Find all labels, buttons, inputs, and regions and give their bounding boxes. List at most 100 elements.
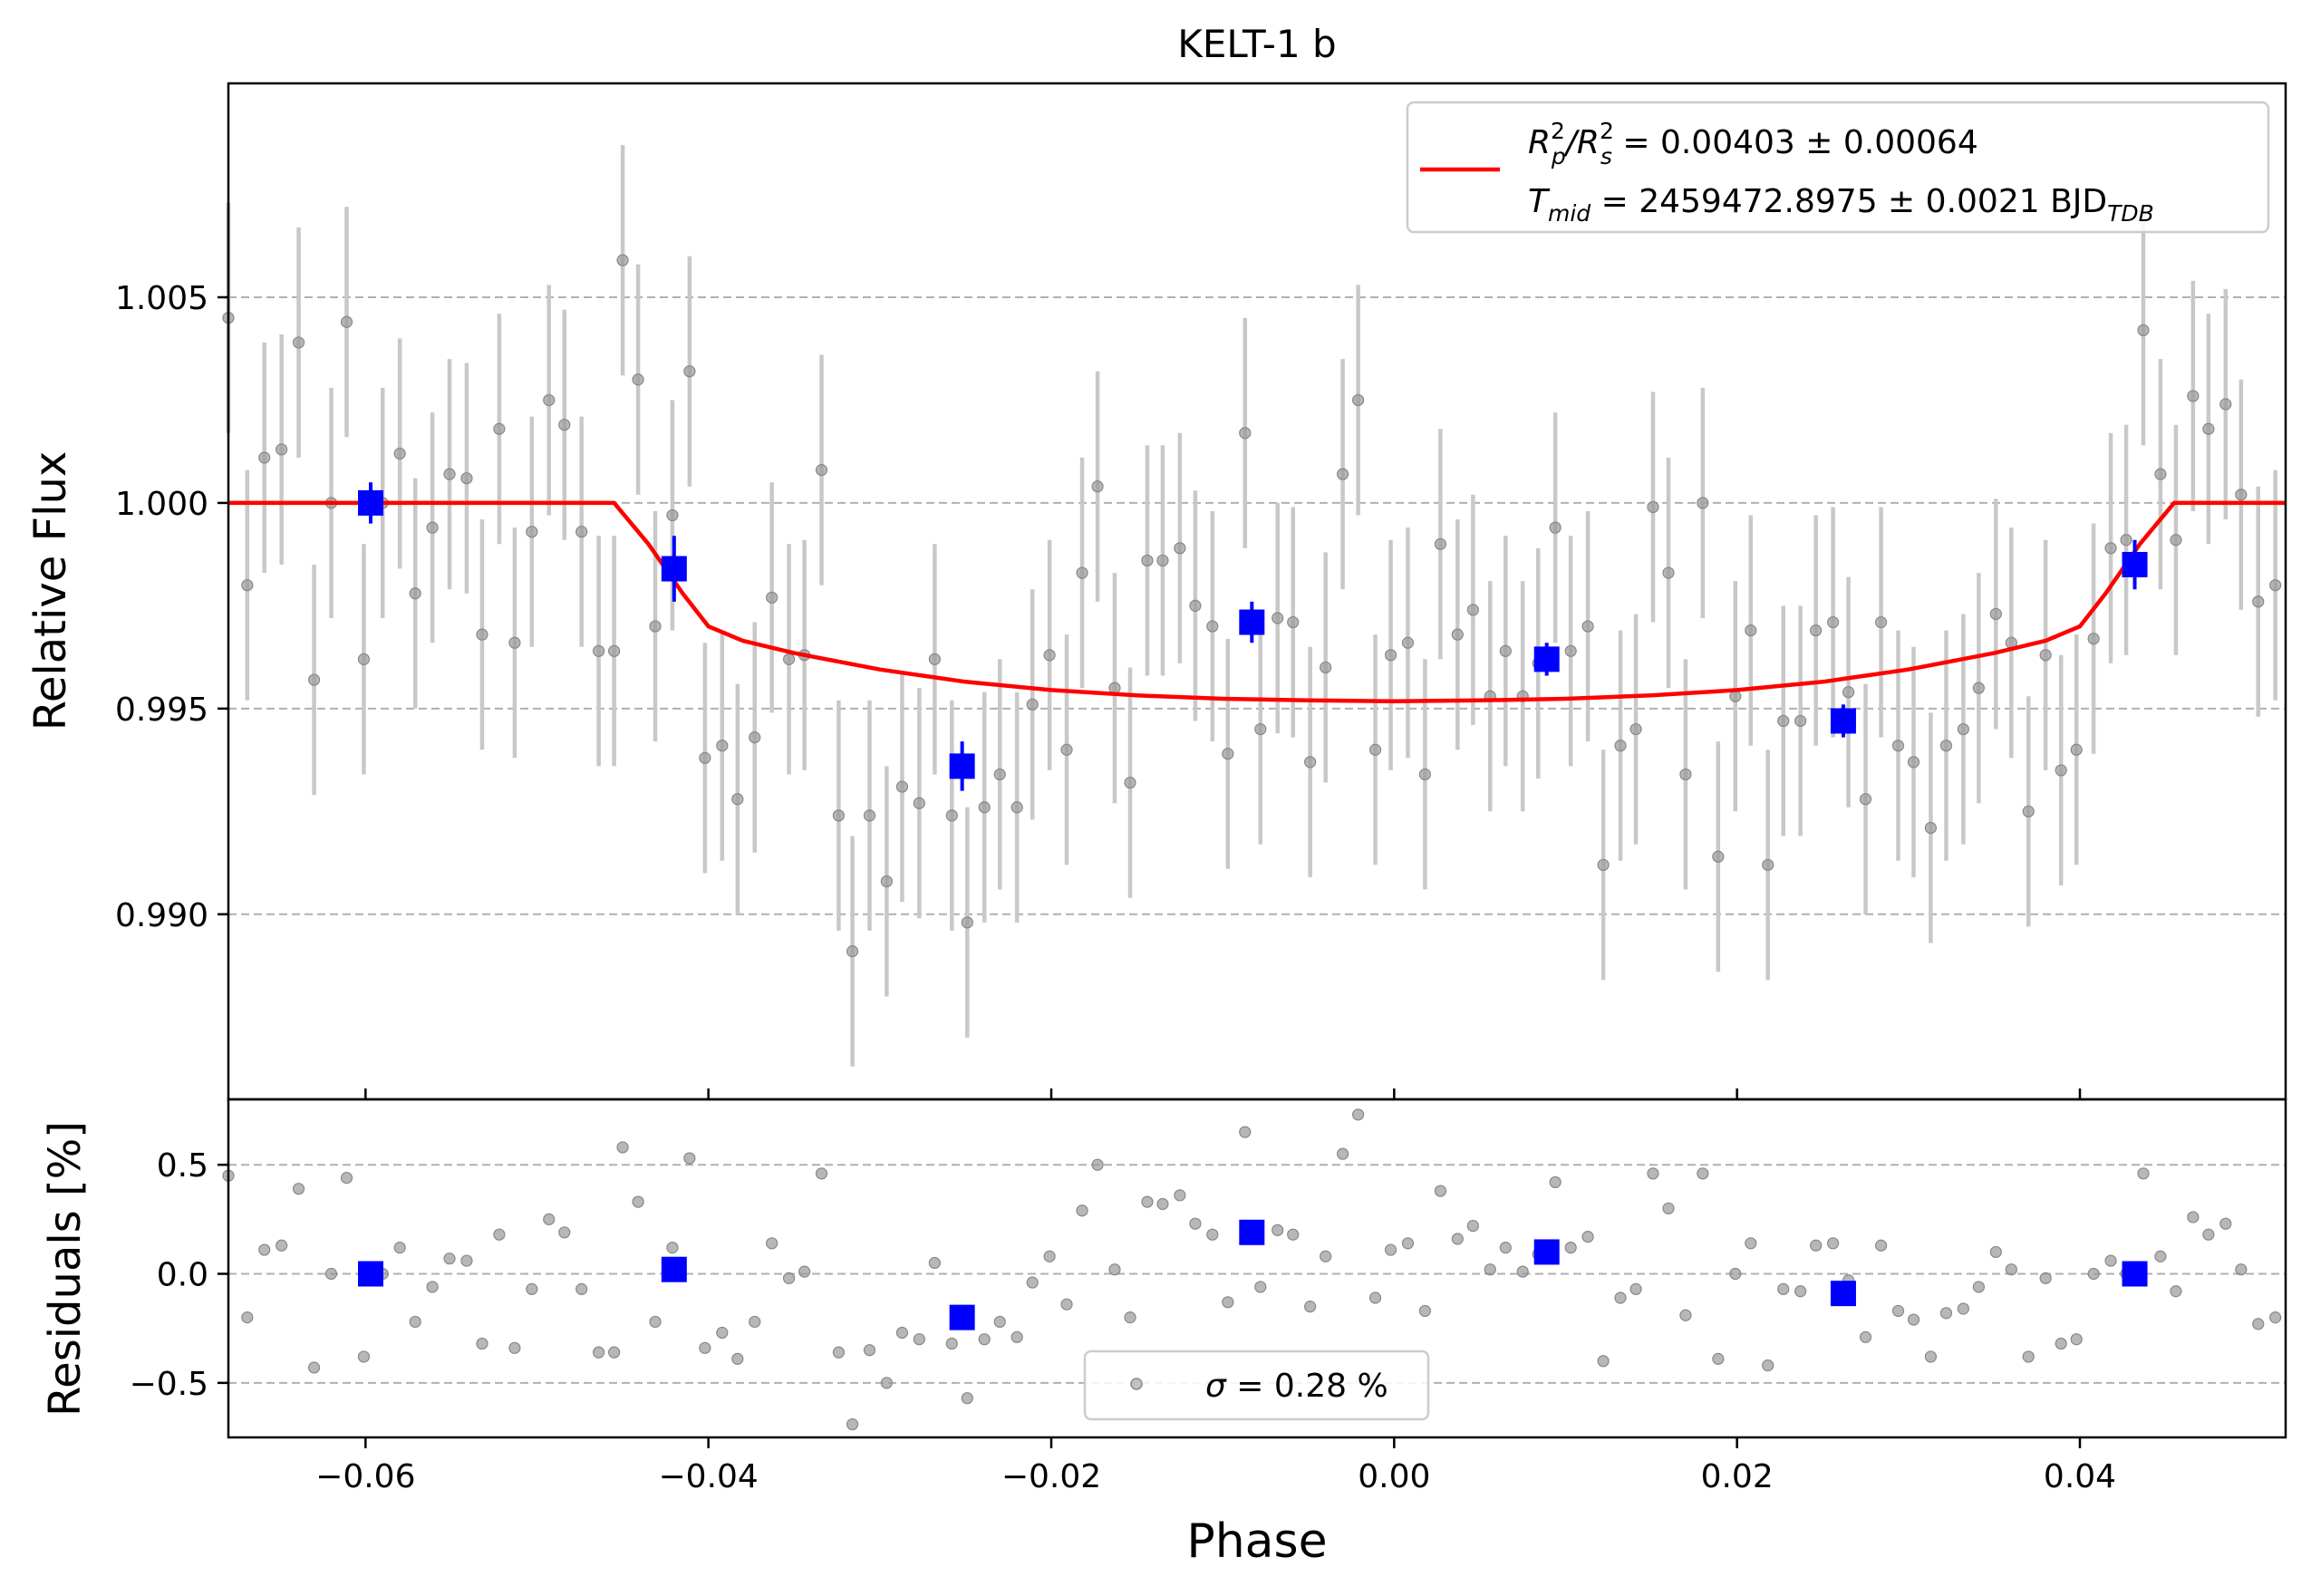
flux-raw-point	[683, 365, 696, 378]
xtick-label: −0.04	[659, 1458, 759, 1495]
flux-legend-depth: R2 p/R2 s = 0.00403 ± 0.00064	[1528, 118, 1978, 169]
xtick-label: 0.00	[1358, 1458, 1430, 1495]
flux-raw-point	[766, 591, 778, 604]
flux-raw-point	[1384, 649, 1397, 662]
flux-raw-point	[2269, 579, 2282, 592]
residuals-raw-point	[1810, 1239, 1823, 1252]
residuals-raw-point	[1647, 1167, 1659, 1180]
residuals-raw-point	[558, 1226, 571, 1239]
flux-raw-point	[1091, 480, 1104, 493]
residuals-raw-point	[357, 1350, 371, 1363]
flux-raw-point	[832, 809, 846, 822]
flux-raw-point	[543, 393, 556, 407]
flux-raw-point	[2022, 805, 2035, 817]
residuals-binned-points	[358, 1219, 2148, 1330]
x-axis-label: Phase	[1186, 1514, 1327, 1569]
flux-legend-box	[1406, 101, 2270, 234]
flux-raw-point	[2104, 542, 2117, 555]
residuals-raw-point	[1745, 1237, 1757, 1250]
residuals-raw-point	[1076, 1204, 1088, 1217]
residuals-raw-point	[895, 1326, 909, 1340]
flux-raw-point	[1141, 554, 1154, 567]
flux-raw-point	[357, 653, 371, 665]
flux-raw-point	[2039, 649, 2052, 662]
residuals-raw-point	[1629, 1282, 1642, 1295]
residuals-ytick-label: 0.5	[157, 1147, 208, 1185]
flux-raw-point	[1777, 714, 1790, 728]
residuals-raw-point	[409, 1315, 421, 1329]
legend-sub2: s	[1600, 143, 1612, 169]
flux-raw-point	[1874, 615, 1888, 629]
transit-model-line	[228, 500, 2286, 703]
residuals-binned-point	[358, 1261, 384, 1287]
residuals-raw-point	[1043, 1250, 1056, 1262]
residuals-raw-point	[961, 1392, 973, 1405]
residuals-raw-point	[241, 1311, 254, 1324]
flux-raw-point	[476, 628, 488, 641]
residuals-raw-point	[2104, 1254, 2117, 1267]
flux-raw-point	[1891, 740, 1905, 752]
chart-title: KELT-1 b	[1177, 22, 1336, 66]
flux-raw-point	[895, 780, 909, 793]
flux-raw-point	[928, 653, 941, 665]
residuals-raw-point	[1679, 1309, 1692, 1321]
residuals-raw-point	[443, 1253, 456, 1265]
flux-raw-point	[666, 508, 679, 522]
legend-sup1: 2	[1551, 118, 1565, 144]
flux-raw-point	[1957, 722, 1969, 736]
flux-raw-point	[443, 468, 456, 480]
residuals-raw-point	[1368, 1291, 1382, 1304]
flux-raw-point	[993, 768, 1006, 781]
flux-raw-point	[460, 472, 473, 485]
legend-sub1: p	[1551, 143, 1566, 169]
residuals-raw-point	[1272, 1224, 1284, 1236]
residuals-raw-point	[307, 1361, 321, 1374]
legend-tdb-sub: TDB	[2107, 200, 2154, 227]
residuals-raw-point	[993, 1315, 1006, 1329]
residuals-raw-point	[1597, 1355, 1610, 1368]
flux-raw-point	[945, 809, 958, 822]
residuals-raw-point	[1939, 1307, 1953, 1320]
residuals-raw-point	[543, 1213, 556, 1225]
flux-raw-point	[1989, 607, 2002, 621]
flux-raw-point	[1564, 644, 1577, 657]
residuals-raw-point	[699, 1341, 711, 1354]
xtick-label: −0.02	[1001, 1458, 1101, 1495]
legend-r-symbol: R	[1528, 124, 1551, 161]
residuals-raw-point	[863, 1344, 876, 1357]
flux-raw-point	[1304, 756, 1317, 769]
flux-raw-point	[1254, 722, 1267, 736]
residuals-raw-point	[815, 1167, 828, 1180]
residuals-raw-point	[1484, 1263, 1496, 1276]
residuals-raw-point	[1662, 1202, 1675, 1214]
residuals-raw-point	[258, 1243, 271, 1256]
flux-raw-point	[1581, 620, 1594, 633]
flux-raw-point	[292, 336, 305, 349]
flux-raw-point	[1418, 768, 1431, 781]
flux-raw-point	[2202, 422, 2215, 435]
residuals-raw-point	[1206, 1228, 1219, 1241]
flux-raw-point	[880, 875, 894, 888]
residuals-raw-point	[1794, 1285, 1807, 1298]
residuals-raw-point	[913, 1333, 925, 1346]
flux-legend-tmid: Tmid = 2459472.8975 ± 0.0021 BJDTDB	[1528, 183, 2154, 227]
flux-raw-point	[592, 644, 605, 657]
flux-raw-point	[558, 419, 571, 431]
residuals-axes-frame	[227, 1098, 2287, 1439]
flux-raw-point	[2137, 324, 2150, 336]
flux-raw-point	[1320, 661, 1332, 674]
residuals-raw-point	[1924, 1350, 1938, 1363]
flux-raw-point	[616, 254, 629, 266]
residuals-raw-point	[1174, 1189, 1186, 1202]
residuals-raw-point	[978, 1333, 991, 1346]
flux-raw-point	[1859, 793, 1872, 806]
flux-raw-point	[2252, 595, 2265, 608]
residuals-raw-point	[340, 1172, 353, 1185]
residuals-raw-point	[1957, 1302, 1969, 1315]
residuals-raw-point	[1874, 1239, 1888, 1252]
residuals-raw-point	[2219, 1217, 2232, 1230]
legend-depth-value: = 0.00403 ± 0.00064	[1612, 124, 1978, 161]
residuals-binned-point	[1239, 1219, 1265, 1245]
